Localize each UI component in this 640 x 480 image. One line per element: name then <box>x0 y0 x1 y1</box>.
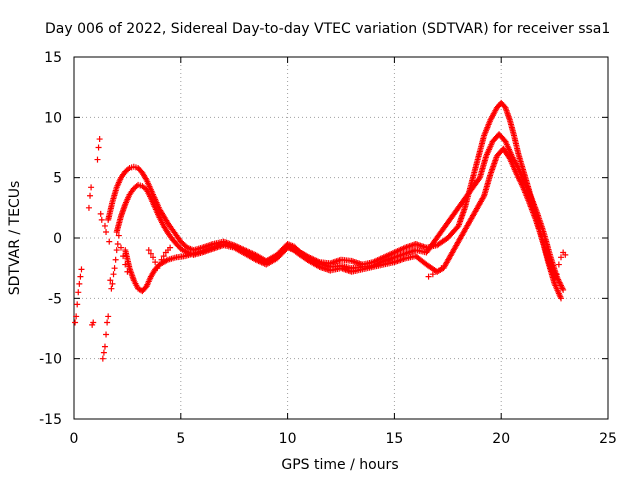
data-point <box>76 280 83 287</box>
data-point <box>112 256 119 263</box>
data-point <box>429 271 436 278</box>
data-point <box>103 331 110 338</box>
data-point <box>114 241 121 248</box>
x-tick-label: 10 <box>279 431 297 447</box>
data-point <box>147 250 154 257</box>
data-point <box>110 271 117 278</box>
data-point <box>100 349 107 356</box>
data-point <box>555 261 562 268</box>
data-point <box>560 286 567 293</box>
y-tick-label: 0 <box>53 231 62 247</box>
axis-ticks: 0 5 10 15 20 25 -15 -10 -5 0 5 10 15 <box>39 50 617 447</box>
data-point <box>75 289 82 296</box>
data-point <box>438 265 445 272</box>
data-point <box>115 232 122 239</box>
data-point <box>434 268 441 275</box>
data-points <box>72 99 569 362</box>
y-tick-label: -10 <box>39 352 62 368</box>
y-tick-label: 10 <box>44 110 62 126</box>
data-point <box>72 319 79 326</box>
data-point <box>98 216 105 223</box>
data-point <box>425 273 432 280</box>
data-point <box>150 254 157 261</box>
data-point <box>117 244 124 251</box>
data-point <box>553 271 560 278</box>
data-point <box>167 244 174 251</box>
grid-lines <box>74 57 608 419</box>
data-point <box>158 256 165 263</box>
data-point <box>108 285 115 292</box>
x-tick-label: 20 <box>492 431 510 447</box>
data-point <box>77 273 84 280</box>
data-point <box>122 261 129 268</box>
data-point <box>152 259 159 266</box>
data-point <box>90 319 97 326</box>
y-tick-label: 15 <box>44 50 62 66</box>
data-point <box>101 222 108 229</box>
data-point <box>551 276 558 283</box>
data-point <box>94 156 101 163</box>
x-tick-label: 0 <box>70 431 79 447</box>
data-point <box>120 253 127 260</box>
data-point <box>160 253 167 260</box>
data-point <box>113 247 120 254</box>
y-tick-label: -5 <box>48 291 62 307</box>
data-point <box>96 136 103 143</box>
data-point <box>105 313 112 320</box>
data-point <box>111 265 118 272</box>
data-point <box>124 268 131 275</box>
x-tick-label: 5 <box>176 431 185 447</box>
y-tick-label: -15 <box>39 412 62 428</box>
data-point <box>78 266 85 273</box>
y-tick-label: 5 <box>53 171 62 187</box>
data-point <box>99 355 106 362</box>
data-point <box>109 280 116 287</box>
data-point <box>87 192 94 199</box>
data-point <box>154 265 161 272</box>
data-point <box>106 238 113 245</box>
data-point <box>104 319 111 326</box>
data-point <box>97 210 104 217</box>
data-point <box>73 313 80 320</box>
data-point <box>475 175 482 182</box>
x-axis-label: GPS time / hours <box>281 457 398 473</box>
data-point <box>558 295 565 302</box>
y-axis-label: SDTVAR / TECUs <box>7 181 23 296</box>
x-tick-label: 15 <box>385 431 403 447</box>
data-point <box>74 301 81 308</box>
data-point <box>558 254 565 261</box>
data-point <box>107 277 114 284</box>
data-point <box>145 247 152 254</box>
chart-title: Day 006 of 2022, Sidereal Day-to-day VTE… <box>45 21 610 37</box>
data-point <box>88 184 95 191</box>
x-tick-label: 25 <box>599 431 617 447</box>
data-point <box>103 228 110 235</box>
data-point <box>101 343 108 350</box>
data-point <box>562 251 569 258</box>
data-point <box>156 261 163 268</box>
data-point <box>95 144 102 151</box>
data-point <box>85 204 92 211</box>
